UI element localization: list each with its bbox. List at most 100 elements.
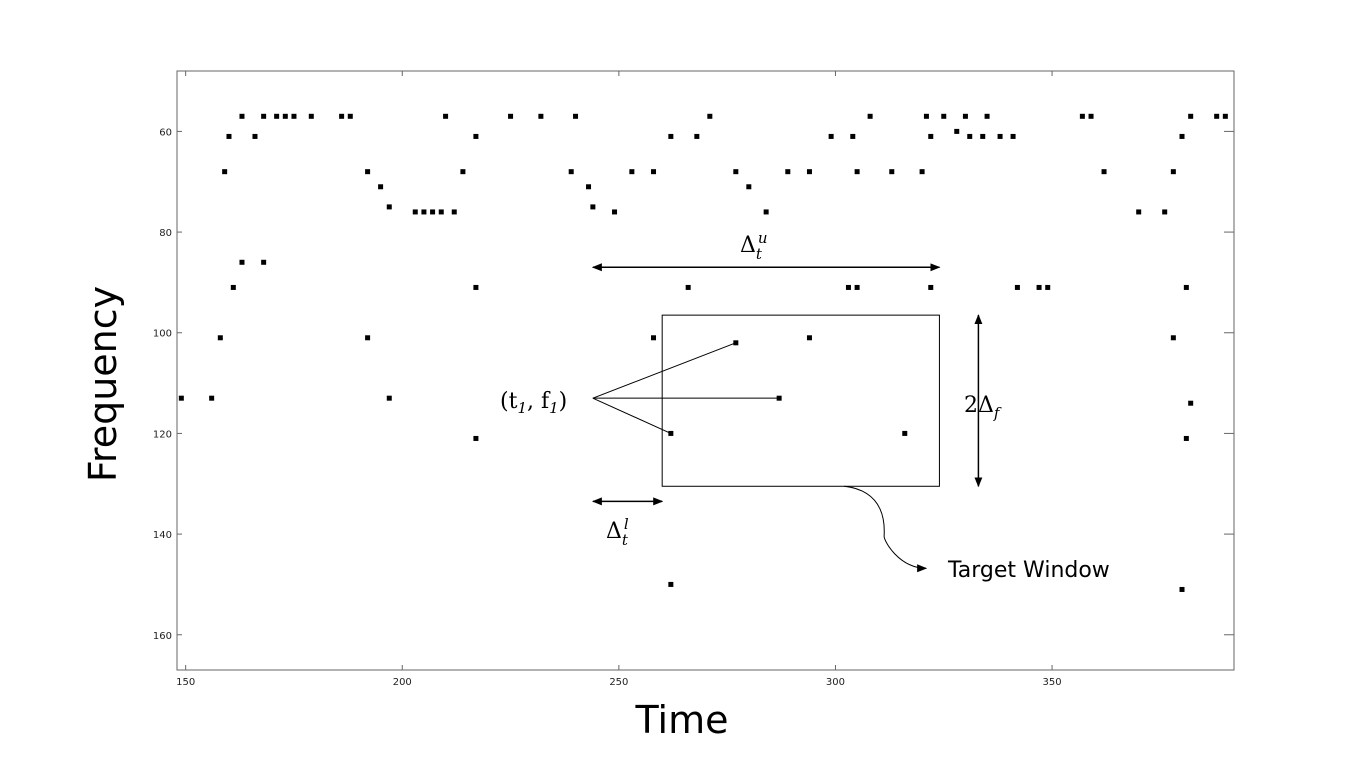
data-point	[386, 204, 392, 210]
data-point	[573, 113, 579, 119]
target-window-box	[661, 314, 940, 487]
data-point	[962, 113, 968, 119]
data-point	[1014, 284, 1020, 290]
target-window-pointer	[844, 485, 928, 573]
data-point	[707, 113, 713, 119]
anchor-link-line	[592, 397, 672, 434]
data-point	[473, 284, 479, 290]
y-tick-label: 120	[153, 429, 172, 440]
data-point	[308, 113, 314, 119]
data-point	[1101, 169, 1107, 175]
data-point	[785, 169, 791, 175]
data-point	[274, 113, 280, 119]
data-point	[226, 133, 232, 139]
data-point	[854, 169, 860, 175]
data-point	[590, 204, 596, 210]
y-tick-label: 100	[153, 329, 172, 340]
data-point	[997, 133, 1003, 139]
data-point	[1036, 284, 1042, 290]
data-point	[412, 209, 418, 215]
data-point	[685, 284, 691, 290]
data-point	[746, 184, 752, 190]
data-point	[1010, 133, 1016, 139]
data-point	[867, 113, 873, 119]
data-point	[430, 209, 436, 215]
data-point	[443, 113, 449, 119]
annotations: (t1, f1) Δtu Δtl 2Δf Target Window	[500, 229, 1110, 583]
data-point	[889, 169, 895, 175]
data-points	[178, 113, 1228, 592]
data-point	[1179, 586, 1185, 592]
data-point	[508, 113, 514, 119]
data-point	[1045, 284, 1051, 290]
data-point	[239, 259, 245, 265]
data-point	[928, 133, 934, 139]
data-point	[806, 169, 812, 175]
axis-ticks: 150 200 250 300 350 60 80 100 120 140 160	[153, 71, 1234, 688]
delta-t-upper-label: Δtu	[740, 229, 768, 263]
data-point	[651, 169, 657, 175]
data-point	[980, 133, 986, 139]
data-point	[902, 430, 908, 436]
data-point	[209, 395, 215, 401]
data-point	[1183, 435, 1189, 441]
data-point	[984, 113, 990, 119]
data-point	[378, 184, 384, 190]
data-point	[568, 169, 574, 175]
data-point	[854, 284, 860, 290]
x-tick-label: 250	[609, 677, 628, 688]
data-point	[1179, 133, 1185, 139]
data-point	[845, 284, 851, 290]
data-point	[1170, 169, 1176, 175]
delta-f-label: 2Δf	[964, 393, 1002, 422]
data-point	[252, 133, 258, 139]
data-point	[421, 209, 427, 215]
data-point	[1170, 335, 1176, 341]
data-point	[538, 113, 544, 119]
data-point	[217, 335, 223, 341]
data-point	[460, 169, 466, 175]
data-point	[668, 133, 674, 139]
anchor-link-line	[592, 342, 737, 399]
y-tick-label: 160	[153, 631, 172, 642]
delta-t-lower-label: Δtl	[606, 515, 629, 549]
data-point	[438, 209, 444, 215]
data-point	[928, 284, 934, 290]
y-axis-title: Frequency	[81, 286, 125, 482]
data-point	[1188, 113, 1194, 119]
data-point	[923, 113, 929, 119]
data-point	[261, 259, 267, 265]
plot-frame	[176, 70, 1235, 671]
data-point	[1214, 113, 1220, 119]
data-point	[230, 284, 236, 290]
data-point	[261, 113, 267, 119]
data-point	[473, 133, 479, 139]
data-point	[339, 113, 345, 119]
data-point	[365, 335, 371, 341]
data-point	[291, 113, 297, 119]
data-point	[386, 395, 392, 401]
data-point	[1188, 400, 1194, 406]
data-point	[239, 113, 245, 119]
target-window-label: Target Window	[947, 558, 1110, 583]
data-point	[347, 113, 353, 119]
x-tick-label: 350	[1043, 677, 1062, 688]
data-point	[222, 169, 228, 175]
y-tick-label: 60	[159, 127, 172, 138]
data-point	[668, 581, 674, 587]
data-point	[967, 133, 973, 139]
anchor-point-label: (t1, f1)	[500, 389, 567, 417]
data-point	[1136, 209, 1142, 215]
data-point	[806, 335, 812, 341]
data-point	[1162, 209, 1168, 215]
data-point	[1088, 113, 1094, 119]
data-point	[612, 209, 618, 215]
data-point	[828, 133, 834, 139]
data-point	[763, 209, 769, 215]
data-point	[694, 133, 700, 139]
data-point	[365, 169, 371, 175]
x-tick-label: 200	[393, 677, 412, 688]
data-point	[651, 335, 657, 341]
